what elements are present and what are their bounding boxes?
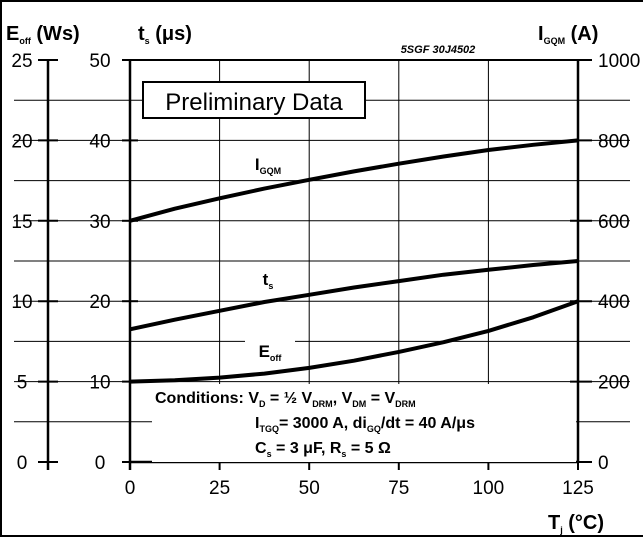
tick-label-x: 100 [473,478,505,499]
conditions-line-1: Conditions: VD​ = ½ VDRM​, VDM​ = VDRM​ [155,390,416,409]
series-line-gqm [129,138,579,223]
axis-title-eoff: Eoff​ (Ws) [6,23,80,46]
tick-label-igqm: 600 [598,212,630,233]
axis-title-igqm: IGQM​ (A) [538,23,598,46]
conditions-line-2: ITGQ​= 3000 A, diGQ​/dt = 40 A/μs [255,415,475,434]
tick-label-eoff: 5 [17,373,28,394]
tick-label-eoff: 20 [11,131,32,152]
series-label-bg [243,265,293,293]
series-label-bg [243,150,293,178]
tick-label-eoff: 0 [17,453,28,474]
series-lines [129,138,579,384]
axis-title-x: Tj​ (°C) [548,512,604,535]
tick-label-ts: 20 [89,292,110,313]
tick-label-eoff: 10 [11,292,32,313]
series-line-off [129,299,579,384]
series-label-s: ts​ [263,270,274,291]
tick-label-igqm: 400 [598,292,630,313]
document-id: 5SGF 30J4502 [401,44,476,56]
tick-label-igqm: 200 [598,373,630,394]
badge-box [142,81,366,119]
series-line-s [129,259,579,332]
axis-titles: Eoff​ (Ws) ts​ (μs) IGQM​ (A) Tj​ (°C) [6,23,604,535]
tick-label-igqm: 800 [598,131,630,152]
tick-label-eoff: 15 [11,212,32,233]
annotations: 5SGF 30J4502 Preliminary Data Conditions: … [142,44,576,462]
conditions-line-3: Cs​ = 3 μF, Rs​ = 5 Ω [255,440,391,459]
tick-label-x: 50 [299,478,320,499]
tick-label-eoff: 25 [11,51,32,72]
series-label-bg [245,337,295,365]
tick-label-x: 75 [388,478,409,499]
tick-label-igqm: 1000 [598,51,640,72]
tick-label-x: 0 [125,478,136,499]
tick-label-ts: 0 [95,453,106,474]
tick-label-x: 25 [209,478,230,499]
tick-label-ts: 40 [89,131,110,152]
conditions-bg [152,384,576,462]
tick-label-ts: 30 [89,212,110,233]
tick-label-ts: 10 [89,373,110,394]
tick-label-igqm: 0 [598,453,609,474]
series-labels: IGQM​ ts​ Eoff​ [243,150,295,365]
series-label-gqm: IGQM​ [255,155,281,176]
badge-text: Preliminary Data [165,89,343,116]
tick-label-ts: 50 [89,51,110,72]
tick-label-x: 125 [562,478,594,499]
series-label-off: Eoff​ [259,342,283,363]
axis-title-ts: ts​ (μs) [138,23,192,46]
tick-labels: 0 5 10 15 20 25 0 10 20 30 40 50 0 200 400 600 800 1000 0 2… [11,51,640,499]
